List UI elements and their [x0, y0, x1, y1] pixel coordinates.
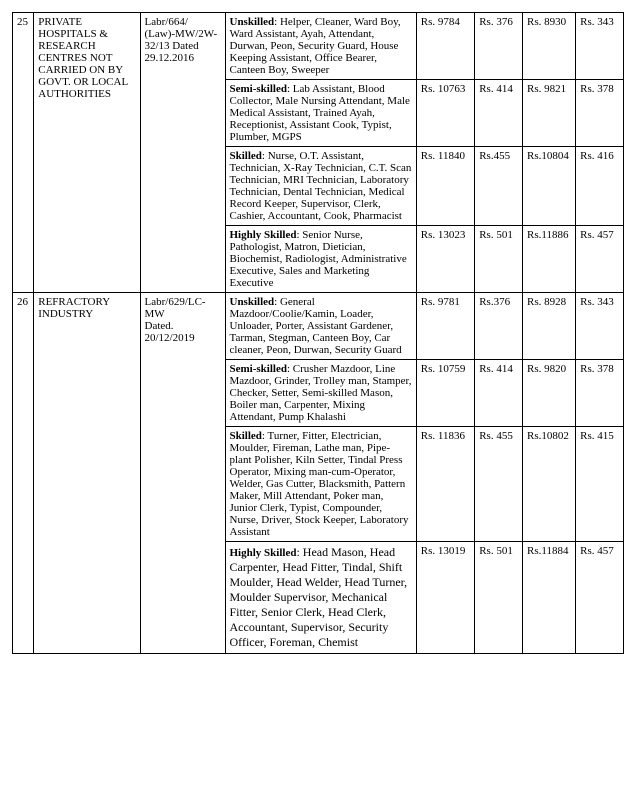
amount-col-2: Rs. 376 — [475, 13, 523, 80]
amount-col-1: Rs. 10759 — [416, 360, 474, 427]
skill-detail: : Head Mason, Head Carpenter, Head Fitte… — [230, 545, 408, 649]
amount-col-1: Rs. 10763 — [416, 80, 474, 147]
amount-col-2: Rs.376 — [475, 293, 523, 360]
skill-level: Skilled — [230, 430, 262, 442]
amount-col-1: Rs. 11836 — [416, 427, 474, 542]
amount-col-1: Rs. 13019 — [416, 542, 474, 654]
amount-col-3: Rs. 8928 — [523, 293, 576, 360]
amount-col-1: Rs. 9781 — [416, 293, 474, 360]
table-row: 25PRIVATE HOSPITALS & RESEARCH CENTRES N… — [13, 13, 624, 80]
skill-detail: : Turner, Fitter, Electrician, Moulder, … — [230, 430, 409, 538]
amount-col-4: Rs. 457 — [576, 542, 624, 654]
amount-col-4: Rs. 415 — [576, 427, 624, 542]
amount-col-4: Rs. 343 — [576, 293, 624, 360]
amount-col-3: Rs. 9820 — [523, 360, 576, 427]
amount-col-1: Rs. 11840 — [416, 147, 474, 226]
amount-col-3: Rs.11884 — [523, 542, 576, 654]
skill-description: Skilled: Nurse, O.T. Assistant, Technici… — [225, 147, 416, 226]
skill-level: Highly Skilled — [230, 547, 297, 559]
amount-col-2: Rs. 501 — [475, 542, 523, 654]
amount-col-3: Rs.10802 — [523, 427, 576, 542]
amount-col-1: Rs. 13023 — [416, 226, 474, 293]
amount-col-4: Rs. 343 — [576, 13, 624, 80]
amount-col-4: Rs. 378 — [576, 360, 624, 427]
skill-level: Highly Skilled — [230, 229, 297, 241]
skill-description: Semi-skilled: Lab Assistant, Blood Colle… — [225, 80, 416, 147]
amount-col-2: Rs. 414 — [475, 360, 523, 427]
amount-col-3: Rs. 8930 — [523, 13, 576, 80]
reference: Labr/629/LC-MW Dated. 20/12/2019 — [140, 293, 225, 654]
amount-col-4: Rs. 457 — [576, 226, 624, 293]
amount-col-1: Rs. 9784 — [416, 13, 474, 80]
skill-level: Skilled — [230, 150, 262, 162]
amount-col-2: Rs.455 — [475, 147, 523, 226]
table-row: 26REFRACTORY INDUSTRYLabr/629/LC-MW Date… — [13, 293, 624, 360]
amount-col-3: Rs.10804 — [523, 147, 576, 226]
amount-col-3: Rs.11886 — [523, 226, 576, 293]
skill-level: Unskilled — [230, 296, 275, 308]
amount-col-2: Rs. 501 — [475, 226, 523, 293]
skill-description: Semi-skilled: Crusher Mazdoor, Line Mazd… — [225, 360, 416, 427]
amount-col-4: Rs. 378 — [576, 80, 624, 147]
serial-number: 25 — [13, 13, 34, 293]
skill-level: Unskilled — [230, 16, 275, 28]
skill-description: Skilled: Turner, Fitter, Electrician, Mo… — [225, 427, 416, 542]
amount-col-2: Rs. 414 — [475, 80, 523, 147]
amount-col-2: Rs. 455 — [475, 427, 523, 542]
industry-name: PRIVATE HOSPITALS & RESEARCH CENTRES NOT… — [34, 13, 140, 293]
reference: Labr/664/ (Law)-MW/2W-32/13 Dated 29.12.… — [140, 13, 225, 293]
skill-description: Unskilled: Helper, Cleaner, Ward Boy, Wa… — [225, 13, 416, 80]
skill-description: Unskilled: General Mazdoor/Coolie/Kamin,… — [225, 293, 416, 360]
amount-col-4: Rs. 416 — [576, 147, 624, 226]
serial-number: 26 — [13, 293, 34, 654]
amount-col-3: Rs. 9821 — [523, 80, 576, 147]
skill-level: Semi-skilled — [230, 363, 287, 375]
industry-name: REFRACTORY INDUSTRY — [34, 293, 140, 654]
skill-description: Highly Skilled: Senior Nurse, Pathologis… — [225, 226, 416, 293]
wage-table: 25PRIVATE HOSPITALS & RESEARCH CENTRES N… — [12, 12, 624, 654]
skill-level: Semi-skilled — [230, 83, 287, 95]
skill-description: Highly Skilled: Head Mason, Head Carpent… — [225, 542, 416, 654]
